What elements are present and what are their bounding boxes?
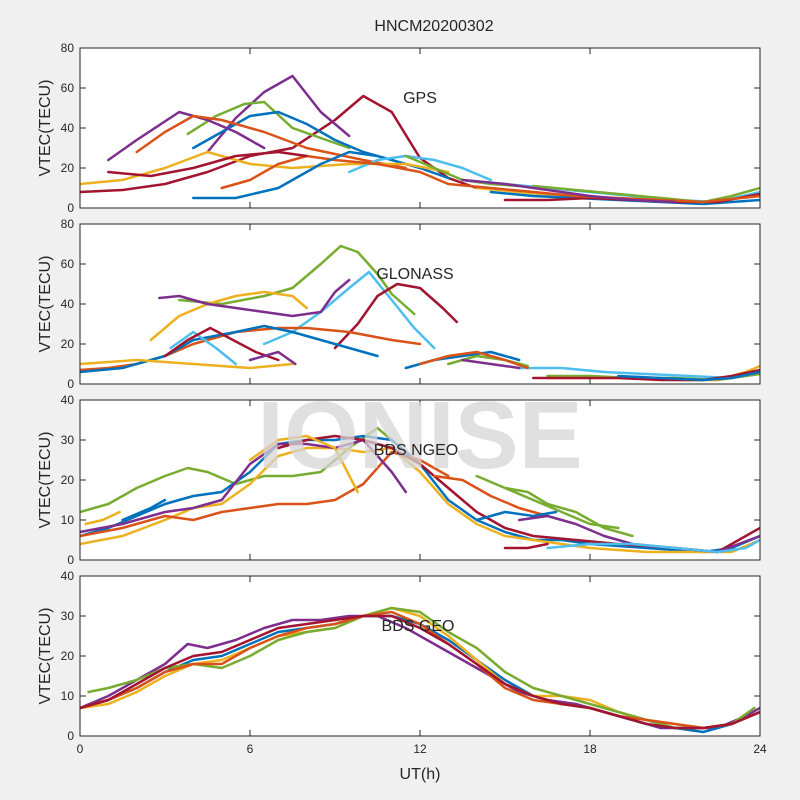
series-line-11 <box>475 510 558 522</box>
series-line-19 <box>418 350 529 370</box>
plot-area <box>80 400 760 560</box>
panel-label: BDS NGEO <box>374 442 458 459</box>
series-line-20 <box>461 358 521 370</box>
series-line-5 <box>158 278 351 318</box>
x-tick-label: 6 <box>247 742 254 756</box>
plot-area <box>80 576 760 736</box>
panel-1: 0 20 40 60 80 VTEC(TECU) <box>37 41 761 215</box>
series-line-17 <box>532 184 760 204</box>
x-tick-label: 18 <box>583 742 597 756</box>
panel-label: GLONASS <box>376 266 453 283</box>
label-layer: GPS GLONASS BDS NGEO BDS GEO <box>374 90 458 635</box>
y-tick-label: 0 <box>67 377 74 391</box>
series-line-16 <box>84 510 121 526</box>
y-tick-label: 60 <box>61 257 75 271</box>
x-tick-label: 24 <box>753 742 767 756</box>
series-line-4 <box>80 450 450 538</box>
panel-3: 0 10 20 30 40 VTEC(TECU) <box>37 393 761 567</box>
series-line-13 <box>503 542 549 550</box>
series-line-8 <box>347 154 493 182</box>
series-line-1 <box>80 614 760 730</box>
series-line-1 <box>177 244 416 316</box>
y-tick-label: 30 <box>61 609 75 623</box>
series-line-6 <box>80 614 760 730</box>
series-line-3 <box>333 282 459 350</box>
series-line-7 <box>248 434 359 494</box>
series-line-4 <box>149 290 308 342</box>
series-line-8 <box>169 330 238 366</box>
series-line-7 <box>80 150 450 186</box>
y-tick-label: 80 <box>61 41 75 55</box>
series-line-5 <box>80 438 408 534</box>
axes-layer: 020406080VTEC(TECU)020406080VTEC(TECU)01… <box>37 41 767 783</box>
y-tick-label: 20 <box>61 473 75 487</box>
y-tick-label: 40 <box>61 569 75 583</box>
y-axis-label: VTEC(TECU) <box>37 432 54 529</box>
series-line-9 <box>503 486 634 538</box>
y-tick-label: 0 <box>67 553 74 567</box>
series-line-2 <box>80 434 760 554</box>
y-axis-label: VTEC(TECU) <box>37 256 54 353</box>
x-axis-label: UT(h) <box>400 766 441 783</box>
series-line-10 <box>80 358 294 370</box>
series-group <box>80 606 760 734</box>
y-tick-label: 60 <box>61 81 75 95</box>
y-tick-label: 0 <box>67 729 74 743</box>
series-line-11 <box>248 350 297 366</box>
x-tick-label: 0 <box>77 742 84 756</box>
series-line-10 <box>192 150 379 200</box>
y-tick-label: 0 <box>67 201 74 215</box>
series-line-8 <box>475 474 620 530</box>
series-line-17 <box>532 368 760 382</box>
y-tick-label: 20 <box>61 649 75 663</box>
series-line-14 <box>546 538 760 554</box>
y-tick-label: 20 <box>61 161 75 175</box>
y-axis-label: VTEC(TECU) <box>37 608 54 705</box>
plot-area <box>80 224 760 384</box>
x-tick-label: 12 <box>413 742 427 756</box>
series-line-18 <box>617 370 760 382</box>
y-tick-label: 10 <box>61 689 75 703</box>
panel-label: GPS <box>403 90 437 107</box>
series-line-9 <box>220 154 450 190</box>
series-line-19 <box>461 178 677 204</box>
figure-title: HNCM20200302 <box>374 18 493 35</box>
y-tick-label: 80 <box>61 217 75 231</box>
panel-4: 0 10 20 30 40 0 6 12 18 24 VTEC(TECU) UT(h) <box>37 569 767 783</box>
series-line-5 <box>80 610 760 730</box>
y-tick-label: 40 <box>61 121 75 135</box>
series-group <box>80 244 760 382</box>
y-tick-label: 20 <box>61 337 75 351</box>
y-tick-label: 10 <box>61 513 75 527</box>
series-line-6 <box>135 114 408 170</box>
panel-2: 0 20 40 60 80 VTEC(TECU) <box>37 217 761 391</box>
series-line-10 <box>432 474 549 518</box>
panel-label: BDS GEO <box>382 618 455 635</box>
series-line-3 <box>186 100 351 150</box>
series-group <box>80 74 760 206</box>
series-line-1 <box>80 94 478 194</box>
series-line-15 <box>121 498 167 522</box>
series-line-11 <box>107 150 308 178</box>
y-tick-label: 30 <box>61 433 75 447</box>
series-group <box>80 426 760 554</box>
y-tick-label: 40 <box>61 393 75 407</box>
series-line-9 <box>163 326 280 362</box>
y-tick-label: 40 <box>61 297 75 311</box>
series-line-7 <box>80 324 379 374</box>
y-axis-label: VTEC(TECU) <box>37 80 54 177</box>
watermark-text: IONISE <box>257 382 582 489</box>
plot-area <box>80 48 760 208</box>
